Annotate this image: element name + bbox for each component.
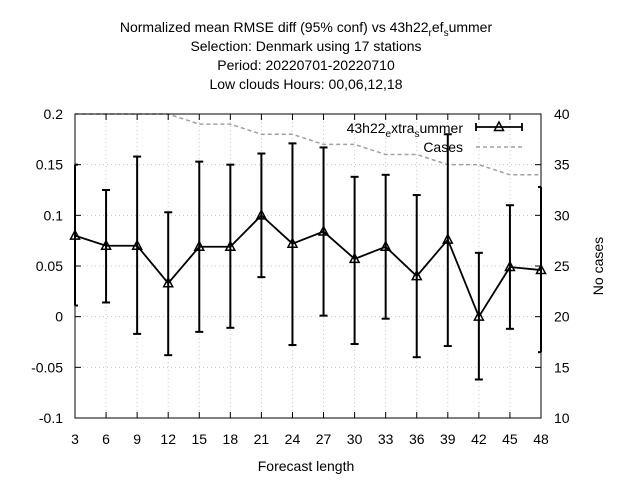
x-tick-label: 39 bbox=[440, 431, 456, 447]
title-line: Low clouds Hours: 00,06,12,18 bbox=[209, 76, 402, 92]
y-tick-label: -0.1 bbox=[39, 410, 63, 426]
cases-line bbox=[75, 113, 541, 176]
y2-tick-label: 40 bbox=[554, 106, 570, 122]
y-axis-ticks: -0.1 -0.05 0 0.05 0.1 0.15 0.2 bbox=[31, 106, 81, 426]
chart-title: Normalized mean RMSE diff (95% conf) vs … bbox=[120, 19, 493, 92]
y-tick-label: 0.1 bbox=[44, 207, 64, 223]
data-point bbox=[100, 239, 112, 250]
grid-lines bbox=[75, 114, 541, 418]
data-point bbox=[286, 237, 299, 248]
y-tick-label: -0.05 bbox=[31, 359, 63, 375]
y2-tick-label: 25 bbox=[554, 258, 570, 274]
x-tick-label: 36 bbox=[409, 431, 425, 447]
data-point bbox=[317, 224, 330, 236]
x-axis-ticks: 3 6 9 12 15 18 21 24 27 30 33 36 39 42 45 48 bbox=[71, 114, 549, 447]
data-point bbox=[162, 276, 174, 288]
data-point bbox=[473, 310, 485, 321]
x-tick-label: 48 bbox=[533, 431, 549, 447]
x-tick-label: 30 bbox=[347, 431, 363, 447]
rmse-line bbox=[74, 214, 542, 319]
data-point bbox=[348, 252, 361, 264]
x-axis-label: Forecast length bbox=[258, 458, 355, 474]
legend-label-rmse: 43h22extrasummer bbox=[347, 120, 464, 140]
y-tick-label: 0.2 bbox=[44, 106, 64, 122]
y-tick-label: 0 bbox=[55, 309, 63, 325]
data-point bbox=[442, 233, 454, 244]
y2-axis-ticks: 10 15 20 25 30 35 40 bbox=[535, 106, 570, 426]
y2-tick-label: 20 bbox=[554, 309, 570, 325]
x-tick-label: 9 bbox=[133, 431, 141, 447]
data-point bbox=[224, 240, 237, 251]
data-point bbox=[193, 240, 206, 251]
x-tick-label: 42 bbox=[471, 431, 487, 447]
x-tick-label: 3 bbox=[71, 431, 79, 447]
x-tick-label: 24 bbox=[285, 431, 301, 447]
title-line: Selection: Denmark using 17 stations bbox=[190, 38, 421, 54]
y2-tick-label: 15 bbox=[554, 359, 570, 375]
rmse-series bbox=[69, 208, 547, 321]
x-tick-label: 27 bbox=[316, 431, 332, 447]
cases-series bbox=[75, 113, 541, 176]
x-tick-label: 6 bbox=[102, 431, 110, 447]
title-line: Normalized mean RMSE diff (95% conf) vs … bbox=[120, 19, 493, 39]
x-tick-label: 18 bbox=[223, 431, 239, 447]
data-point bbox=[131, 239, 143, 250]
x-tick-label: 15 bbox=[191, 431, 207, 447]
y2-tick-label: 30 bbox=[554, 207, 570, 223]
legend-marker-rmse bbox=[493, 120, 505, 132]
data-point bbox=[255, 208, 268, 220]
y2-tick-label: 35 bbox=[554, 157, 570, 173]
y2-axis-label: No cases bbox=[590, 237, 606, 295]
error-bars bbox=[74, 133, 542, 381]
x-tick-label: 33 bbox=[378, 431, 394, 447]
data-point bbox=[504, 260, 516, 272]
x-tick-label: 45 bbox=[502, 431, 518, 447]
y2-tick-label: 10 bbox=[554, 410, 570, 426]
x-tick-label: 21 bbox=[254, 431, 270, 447]
data-point bbox=[379, 240, 392, 251]
legend-label-cases: Cases bbox=[423, 139, 463, 155]
title-line: Period: 20220701-20220710 bbox=[217, 57, 395, 73]
x-tick-label: 12 bbox=[160, 431, 176, 447]
y-tick-label: 0.05 bbox=[36, 258, 63, 274]
data-point bbox=[410, 269, 423, 281]
y-tick-label: 0.15 bbox=[36, 157, 63, 173]
